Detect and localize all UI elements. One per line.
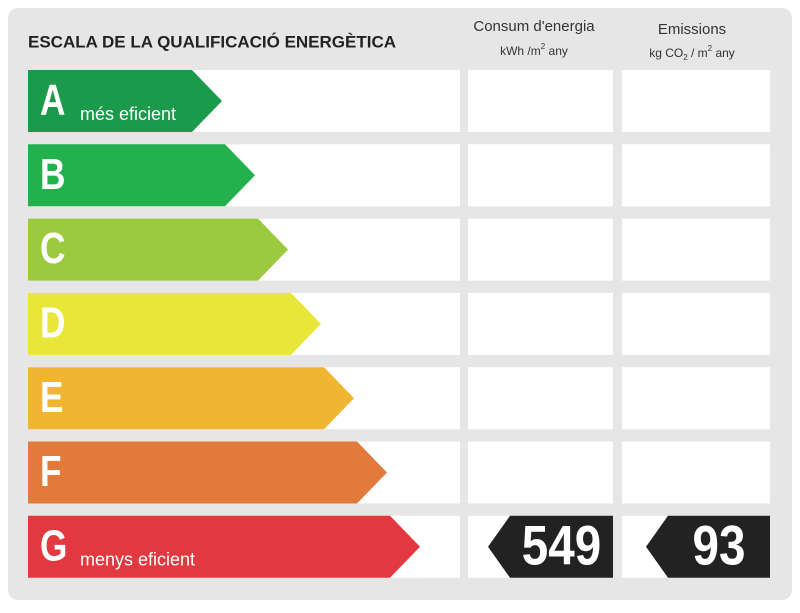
unit-part: kWh /m <box>500 44 541 58</box>
rating-letter: E <box>40 373 63 422</box>
title: ESCALA DE LA QUALIFICACIÓ ENERGÈTICA <box>28 32 396 51</box>
value: 93 <box>693 515 746 577</box>
energy-cell <box>468 292 613 355</box>
rating-arrow <box>28 144 255 207</box>
energy-header: Consum d'energia <box>473 18 595 35</box>
unit-part: / m <box>688 46 708 60</box>
unit-part: any <box>545 44 568 58</box>
energy-cell <box>468 367 613 430</box>
emissions-cell <box>622 441 770 504</box>
unit-part: kg CO <box>649 46 683 60</box>
rating-letter: B <box>40 150 65 199</box>
emissions-cell <box>622 70 770 132</box>
emissions-cell <box>622 218 770 281</box>
emissions-cell <box>622 292 770 355</box>
energy-cell <box>468 144 613 207</box>
rating-arrow <box>28 70 222 132</box>
emissions-unit: kg CO2 / m2 any <box>649 44 735 62</box>
rating-arrow <box>28 441 387 504</box>
rating-arrow <box>28 292 321 355</box>
unit-sup: 2 <box>541 42 546 51</box>
rating-arrow <box>28 367 354 430</box>
unit-part: any <box>712 46 735 60</box>
energy-unit: kWh /m2 any <box>500 42 568 58</box>
rating-letter: F <box>40 447 62 496</box>
value-badge <box>488 515 613 578</box>
rating-letter: C <box>40 225 65 274</box>
unit-sub: 2 <box>683 53 688 62</box>
energy-cell <box>468 441 613 504</box>
emissions-header: Emissions <box>658 21 726 38</box>
unit-sup: 2 <box>708 44 713 53</box>
rating-label: menys eficient <box>80 550 195 570</box>
rating-letter: D <box>40 299 65 348</box>
value-badge <box>646 515 770 578</box>
rating-letter: G <box>40 522 67 571</box>
emissions-cell <box>622 367 770 430</box>
value: 549 <box>522 515 601 577</box>
rating-arrow <box>28 218 288 281</box>
energy-cell <box>468 70 613 132</box>
rating-letter: A <box>40 76 65 125</box>
rating-arrow <box>28 515 420 578</box>
energy-cell <box>468 218 613 281</box>
emissions-cell <box>622 144 770 207</box>
rating-label: més eficient <box>80 104 176 124</box>
